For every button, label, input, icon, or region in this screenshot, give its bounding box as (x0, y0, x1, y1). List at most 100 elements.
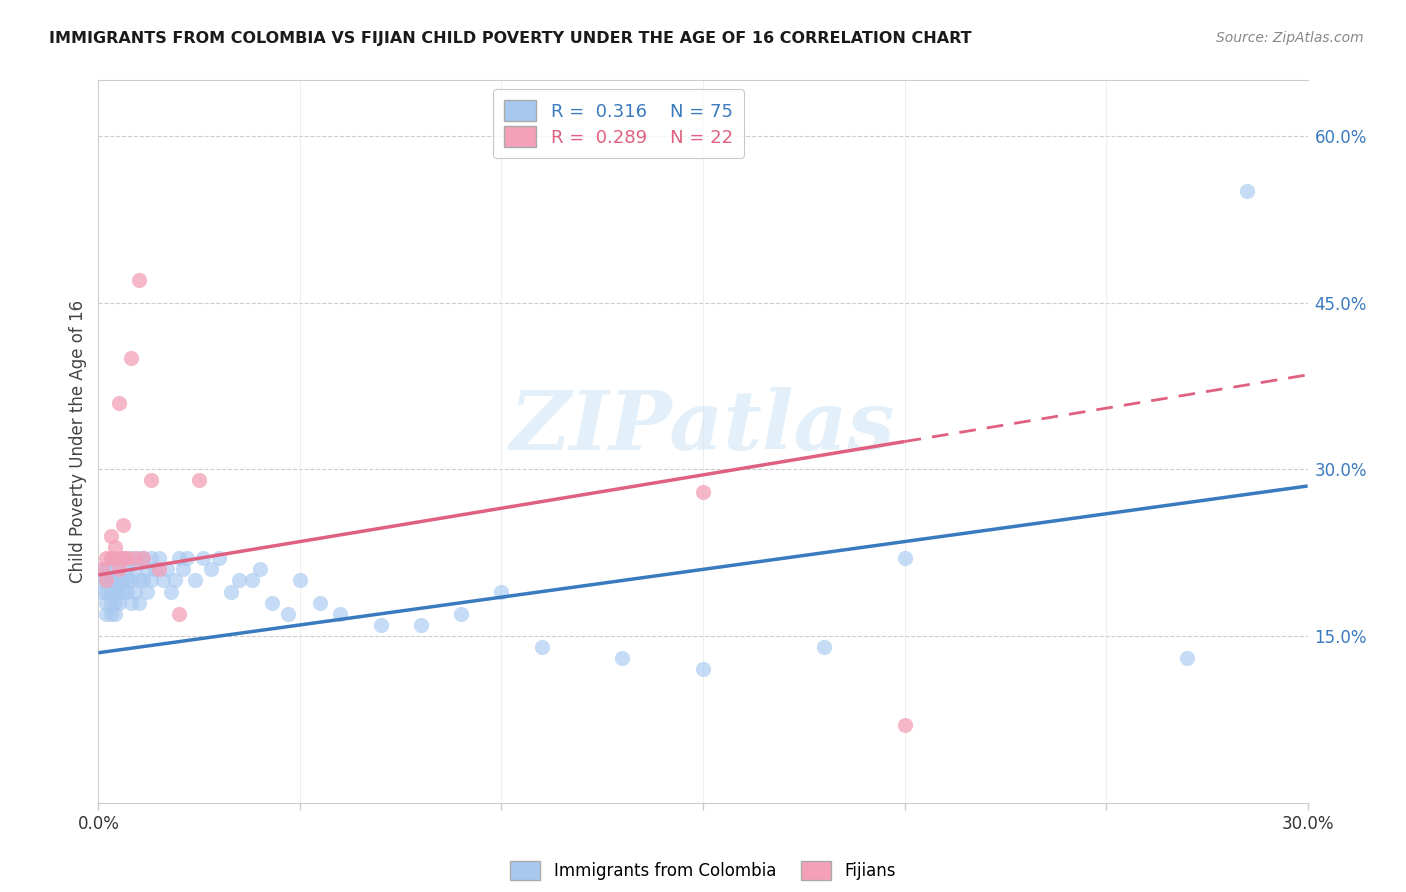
Point (100, 562, 122, 576)
Point (228, 574, 250, 588)
Point (103, 596, 125, 610)
Point (96, 562, 118, 576)
Point (96, 551, 118, 566)
Point (200, 562, 222, 576)
Point (148, 551, 170, 566)
Point (107, 395, 129, 409)
Point (120, 574, 142, 588)
Point (167, 551, 190, 566)
Point (148, 562, 170, 576)
Y-axis label: Child Poverty Under the Age of 16: Child Poverty Under the Age of 16 (69, 300, 87, 583)
Point (107, 584, 129, 599)
Legend: Immigrants from Colombia, Fijians: Immigrants from Colombia, Fijians (501, 851, 905, 890)
Point (172, 562, 194, 576)
Point (692, 662, 714, 676)
Point (115, 562, 138, 576)
Point (124, 584, 146, 599)
Point (692, 484, 714, 499)
Point (111, 551, 134, 566)
Point (115, 584, 138, 599)
Point (128, 551, 150, 566)
Point (176, 551, 198, 566)
Point (96, 607, 118, 621)
Point (240, 574, 263, 588)
Point (370, 618, 392, 632)
Point (120, 551, 142, 566)
Point (491, 584, 513, 599)
Point (100, 529, 122, 543)
Point (120, 351, 142, 366)
Point (100, 551, 122, 566)
Point (139, 474, 162, 488)
Point (103, 551, 125, 566)
Point (100, 607, 122, 621)
Point (107, 562, 129, 576)
Point (103, 540, 125, 554)
Point (128, 596, 150, 610)
Point (96, 584, 118, 599)
Point (111, 584, 134, 599)
Point (107, 596, 129, 610)
Point (309, 596, 332, 610)
Point (184, 574, 207, 588)
Point (139, 551, 162, 566)
Point (893, 718, 915, 732)
Point (152, 574, 174, 588)
Point (132, 574, 155, 588)
Point (329, 607, 352, 621)
Point (103, 584, 125, 599)
Point (91, 574, 114, 588)
Point (103, 607, 125, 621)
Point (124, 551, 146, 566)
Point (100, 574, 122, 588)
Point (1236, 185, 1258, 199)
Point (813, 640, 835, 655)
Point (135, 562, 157, 576)
Point (193, 551, 215, 566)
Point (107, 562, 129, 576)
Point (167, 607, 190, 621)
Point (96, 574, 118, 588)
Point (96, 596, 118, 610)
Point (111, 551, 134, 566)
Text: IMMIGRANTS FROM COLOMBIA VS FIJIAN CHILD POVERTY UNDER THE AGE OF 16 CORRELATION: IMMIGRANTS FROM COLOMBIA VS FIJIAN CHILD… (49, 31, 972, 46)
Point (450, 607, 472, 621)
Point (111, 574, 134, 588)
Point (135, 584, 157, 599)
Point (132, 551, 155, 566)
Point (156, 562, 179, 576)
Point (409, 618, 432, 632)
Point (249, 562, 271, 576)
Point (188, 474, 211, 488)
Point (103, 574, 125, 588)
Point (120, 596, 142, 610)
Point (107, 574, 129, 588)
Point (612, 651, 634, 665)
Point (288, 574, 311, 588)
Point (277, 607, 299, 621)
Text: Source: ZipAtlas.com: Source: ZipAtlas.com (1216, 31, 1364, 45)
Point (100, 596, 122, 610)
Text: ZIPatlas: ZIPatlas (510, 387, 896, 467)
Point (139, 574, 162, 588)
Point (111, 517, 134, 532)
Point (128, 574, 150, 588)
Point (91, 562, 114, 576)
Point (124, 562, 146, 576)
Point (143, 562, 166, 576)
Point (91, 562, 114, 576)
Point (893, 551, 915, 566)
Point (128, 273, 150, 287)
Point (260, 596, 283, 610)
Point (115, 574, 138, 588)
Point (1175, 651, 1198, 665)
Point (221, 584, 243, 599)
Point (115, 551, 138, 566)
Point (160, 584, 183, 599)
Point (208, 551, 231, 566)
Point (132, 551, 155, 566)
Point (163, 574, 186, 588)
Point (100, 584, 122, 599)
Point (96, 574, 118, 588)
Point (530, 640, 553, 655)
